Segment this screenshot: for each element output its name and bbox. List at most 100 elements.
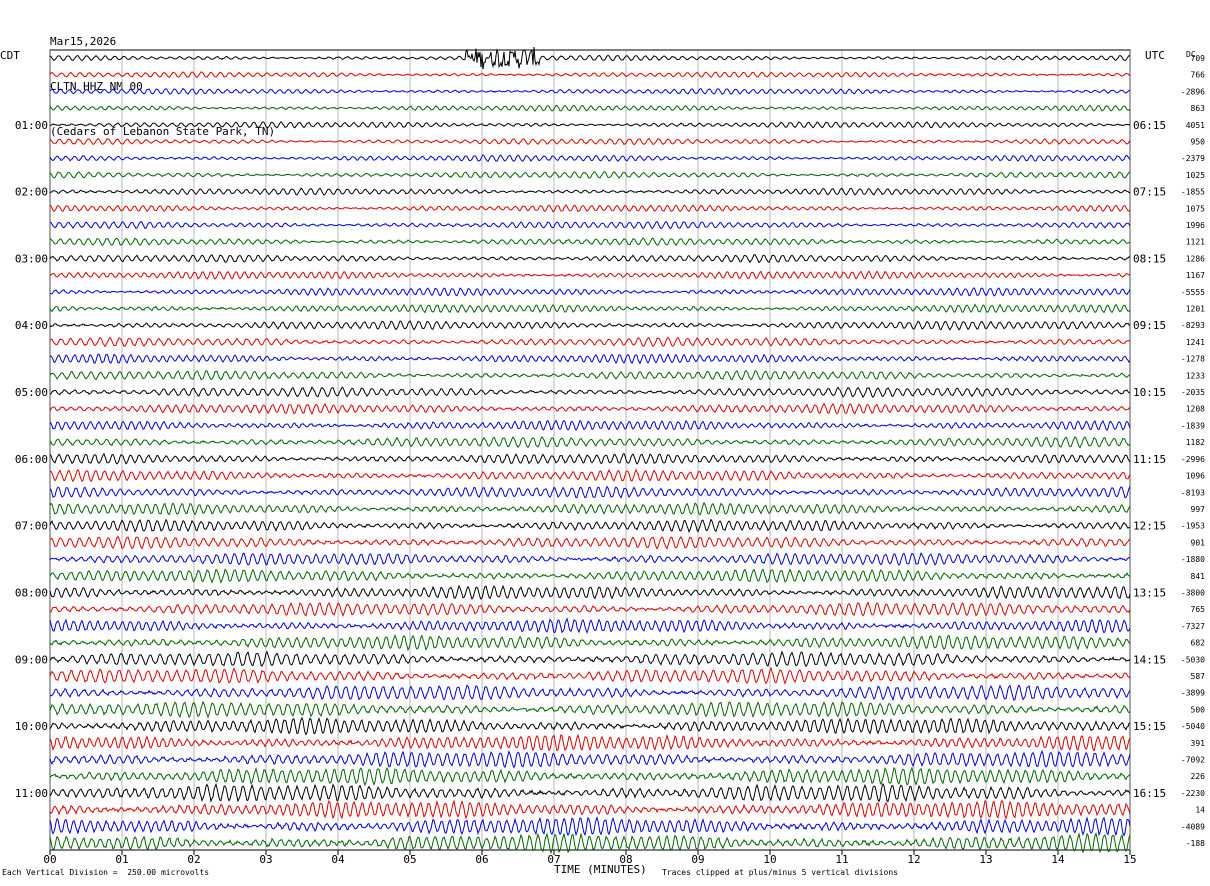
seismic-trace [49,816,1131,837]
dc-offset-label: 997 [1191,505,1206,514]
seismic-trace [49,716,1131,736]
x-tick-label: 15 [1123,853,1136,866]
x-tick-label: 01 [115,853,128,866]
seismic-trace [49,154,1131,163]
dc-column-label: DC [1186,50,1196,59]
dc-offset-label: -2896 [1181,87,1205,96]
dc-offset-label: -1953 [1181,522,1205,531]
right-hour-label: 12:15 [1133,520,1166,533]
left-hour-label: 03:00 [15,252,48,265]
dc-offset-label: -1839 [1181,421,1205,430]
dc-offset-label: 1286 [1186,254,1205,263]
dc-offset-label: -188 [1186,839,1205,848]
seismic-trace [50,601,1131,617]
dc-offset-label: 1096 [1186,472,1205,481]
seismic-trace [49,204,1131,213]
seismic-trace [49,501,1131,516]
seismic-trace [49,237,1131,247]
dc-offset-label: -2996 [1181,455,1205,464]
seismic-trace [49,369,1131,381]
seismic-trace [49,666,1131,685]
seismic-trace [49,650,1131,668]
left-hour-label: 04:00 [15,319,48,332]
dc-offset-label: 1996 [1186,221,1205,230]
right-hour-label: 16:15 [1133,787,1166,800]
seismic-trace [49,254,1131,264]
dc-offset-label: -2230 [1181,789,1205,798]
dc-offset-label: -3800 [1181,588,1205,597]
x-tick-label: 04 [331,853,345,866]
seismic-trace [49,386,1131,399]
dc-offset-label: 682 [1191,639,1206,648]
dc-offset-label: 391 [1191,739,1206,748]
dc-offset-label: 1182 [1186,438,1205,447]
left-hour-label: 09:00 [15,653,48,666]
right-hour-label: 10:15 [1133,386,1166,399]
dc-offset-label: -1278 [1181,355,1205,364]
dc-offset-label: 1208 [1186,405,1205,414]
dc-offset-label: -2379 [1181,154,1205,163]
dc-offset-label: -3899 [1181,689,1205,698]
seismic-trace [49,436,1131,449]
left-hour-label: 07:00 [15,520,48,533]
x-tick-label: 08 [619,853,632,866]
seismic-trace [49,87,1131,95]
dc-offset-label: -8193 [1181,488,1205,497]
seismic-trace [49,220,1131,230]
seismic-trace [49,104,1131,112]
dc-offset-label: 226 [1191,772,1206,781]
seismic-trace [49,782,1131,804]
seismic-trace [49,353,1131,365]
dc-offset-label: 1233 [1186,371,1205,380]
dc-offset-label: 4051 [1186,121,1205,130]
seismic-trace [49,799,1131,820]
seismic-trace [49,634,1131,652]
dc-offset-label: 1075 [1186,204,1205,213]
left-hour-label: 06:00 [15,453,48,466]
seismic-trace [49,320,1131,331]
x-tick-label: 13 [979,853,992,866]
seismic-trace [49,287,1131,297]
x-tick-label: 05 [403,853,416,866]
x-tick-label: 14 [1051,853,1065,866]
dc-offset-label: 765 [1191,605,1206,614]
x-tick-label: 02 [187,853,200,866]
clip-note: Traces clipped at plus/minus 5 vertical … [662,868,899,877]
dc-offset-label: -1880 [1181,555,1205,564]
dc-offset-label: -2035 [1181,388,1205,397]
seismic-trace [49,187,1131,196]
header-location: (Cedars of Lebanon State Park, TN) [50,125,276,138]
left-hour-label: 05:00 [15,386,48,399]
x-tick-label: 03 [259,853,272,866]
seismic-trace [49,535,1131,550]
dc-offset-label: 1121 [1186,238,1205,247]
right-hour-label: 08:15 [1133,252,1166,265]
seismic-trace [49,137,1131,146]
x-tick-label: 11 [835,853,848,866]
dc-offset-label: -7327 [1181,622,1205,631]
dc-offset-label: -5040 [1181,722,1205,731]
dc-offset-label: -4089 [1181,822,1205,831]
left-hour-label: 02:00 [15,186,48,199]
seismic-trace [49,303,1131,314]
header-date: Mar15,2026 [50,35,117,48]
x-tick-label: 12 [907,853,920,866]
seismic-trace [49,171,1131,179]
dc-offset-label: 901 [1191,538,1206,547]
dc-offset-label: -5030 [1181,655,1205,664]
seismic-trace [49,832,1131,855]
x-tick-label: 06 [475,853,488,866]
right-hour-label: 13:15 [1133,586,1166,599]
right-hour-label: 15:15 [1133,720,1166,733]
dc-offset-label: -5555 [1181,288,1205,297]
seismic-trace [49,617,1131,634]
seismic-trace [49,270,1131,280]
seismic-trace [49,552,1131,566]
seismic-trace [49,700,1131,719]
seismic-trace [49,518,1131,533]
right-hour-label: 06:15 [1133,119,1166,132]
right-hour-label: 09:15 [1133,319,1166,332]
scale-note: Each Vertical Division = 250.00 microvol… [2,868,210,877]
seismic-trace [49,766,1131,787]
left-hour-label: 10:00 [15,720,48,733]
